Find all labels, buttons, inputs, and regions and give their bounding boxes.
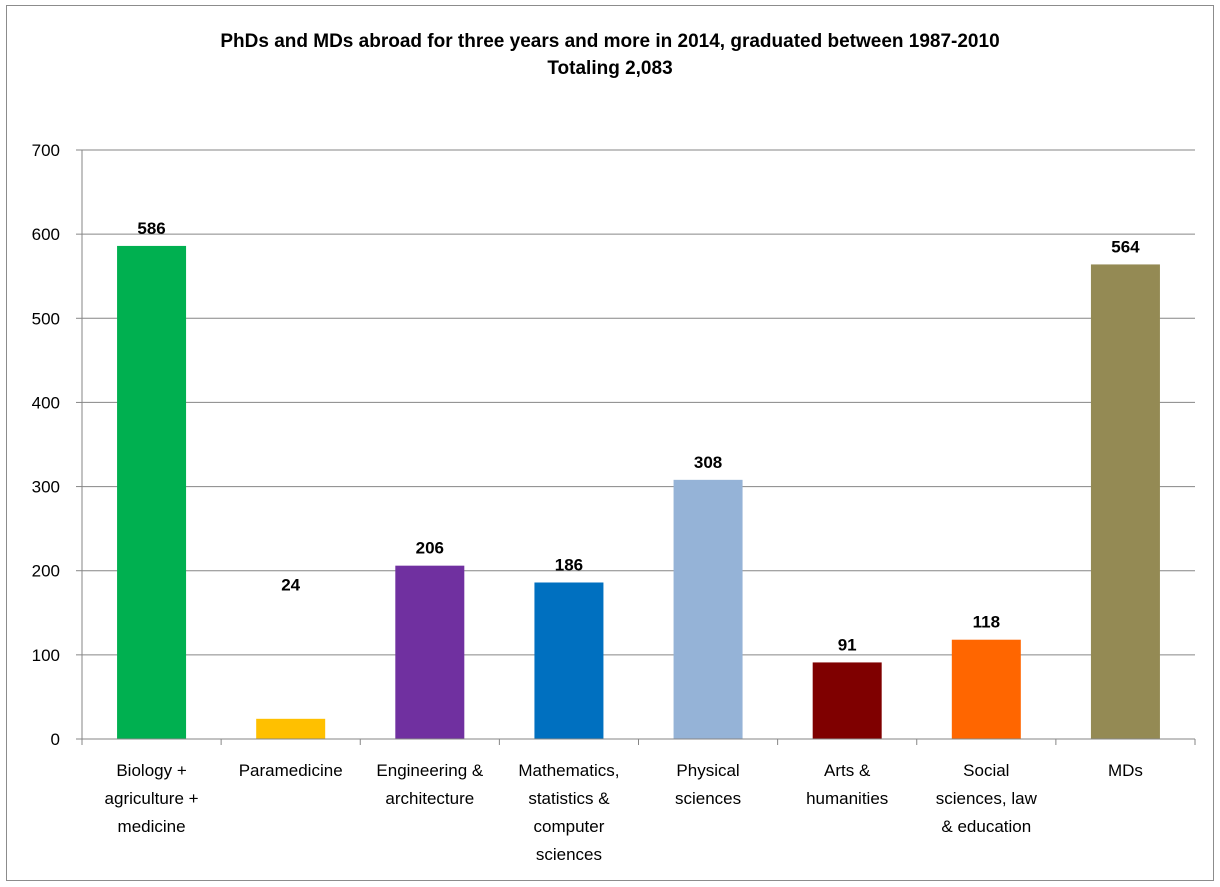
category-label: architecture [385,789,474,808]
y-tick-label: 700 [32,141,60,160]
bar [395,565,465,739]
category-label: Engineering & [376,761,483,780]
y-axis-ticks: 0 100 200 300 400 500 600 700 [32,141,60,749]
data-label: 586 [137,219,165,238]
bar [1090,264,1160,739]
category-label: Mathematics, [518,761,619,780]
category-label: & education [941,817,1031,836]
y-tick-label: 100 [32,646,60,665]
category-label: statistics & [528,789,610,808]
bar [951,639,1021,739]
data-label: 186 [555,555,583,574]
bars [117,245,1160,739]
chart-title: PhDs and MDs abroad for three years and … [220,31,1000,52]
y-tick-label: 0 [51,730,60,749]
bar [117,245,187,739]
category-label: Paramedicine [239,761,343,780]
category-label: sciences, law [936,789,1038,808]
data-label: 91 [838,635,857,654]
data-label: 308 [694,453,722,472]
category-label: sciences [536,845,602,864]
y-tick-label: 500 [32,309,60,328]
data-label: 118 [973,613,1000,632]
category-label: sciences [675,789,741,808]
y-tick-label: 300 [32,478,60,497]
category-label: computer [534,817,605,836]
category-label: Social [963,761,1009,780]
chart-title-block: PhDs and MDs abroad for three years and … [0,28,1220,82]
category-label: MDs [1108,761,1143,780]
data-label: 206 [416,539,444,558]
category-label: Arts & [824,761,871,780]
bar [534,582,604,739]
bar [812,662,882,739]
y-tick-label: 200 [32,562,60,581]
data-label: 24 [281,576,300,595]
gridlines [82,149,1195,656]
category-labels: Biology + agriculture + medicine Paramedici… [105,761,1143,864]
category-label: Physical [676,761,739,780]
category-label: medicine [118,817,186,836]
chart-subtitle: Totaling 2,083 [547,58,673,79]
data-label: 564 [1111,237,1140,256]
bar [256,718,326,739]
data-labels: 586 24 206 186 308 91 118 564 [137,219,1140,655]
axes [76,149,1196,745]
category-label: humanities [806,789,888,808]
category-label: Biology + [116,761,186,780]
y-tick-label: 600 [32,225,60,244]
bar [673,479,743,739]
category-label: agriculture + [105,789,199,808]
y-tick-label: 400 [32,393,60,412]
